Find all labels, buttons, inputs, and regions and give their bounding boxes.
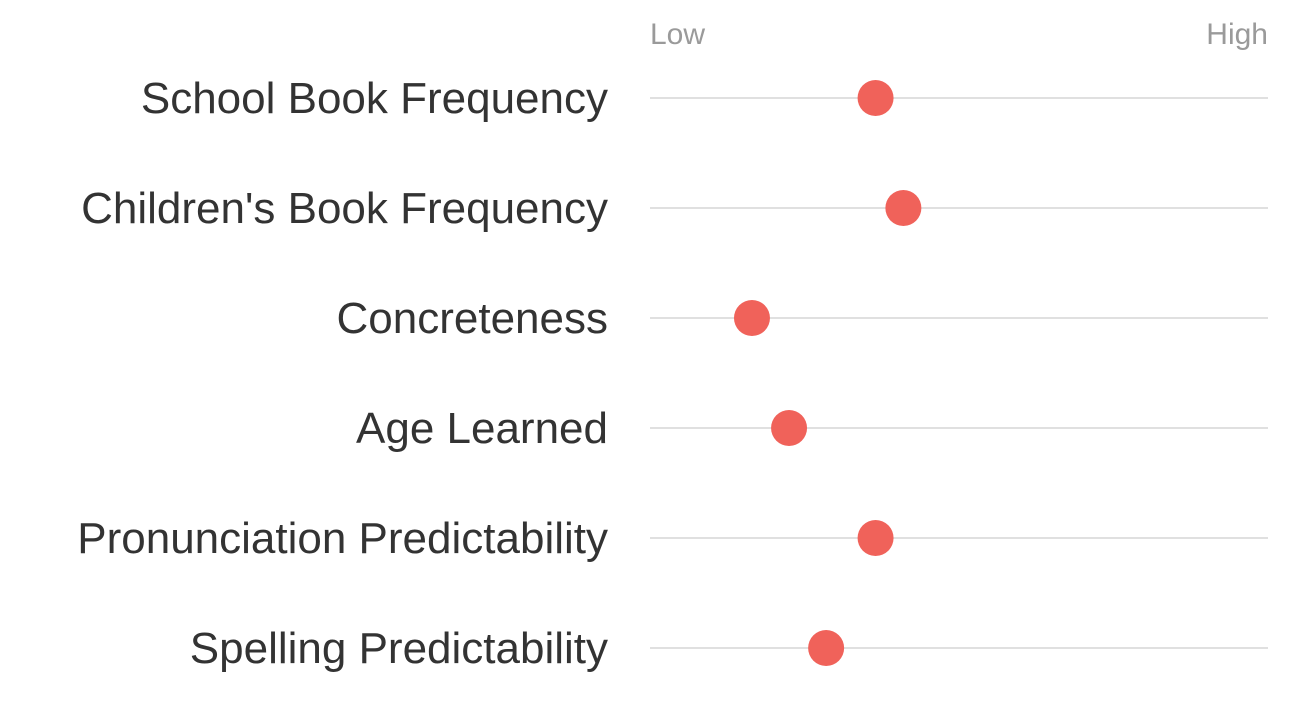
- row-value-dot: [885, 190, 922, 226]
- row-label: Concreteness: [337, 294, 608, 343]
- row-label: Pronunciation Predictability: [77, 514, 608, 563]
- scale-low-label: Low: [650, 18, 705, 51]
- row-label: Spelling Predictability: [190, 624, 608, 673]
- row-label: School Book Frequency: [141, 74, 608, 123]
- row-label: Children's Book Frequency: [81, 184, 608, 233]
- row-label: Age Learned: [356, 404, 608, 453]
- row-value-dot: [733, 300, 770, 336]
- row-value-dot: [857, 520, 894, 556]
- scale-high-label: High: [1206, 18, 1268, 51]
- chart-rows: School Book Frequency Children's Book Fre…: [77, 74, 1268, 673]
- row-value-dot: [808, 630, 845, 666]
- row-value-dot: [771, 410, 808, 446]
- row-value-dot: [857, 80, 894, 116]
